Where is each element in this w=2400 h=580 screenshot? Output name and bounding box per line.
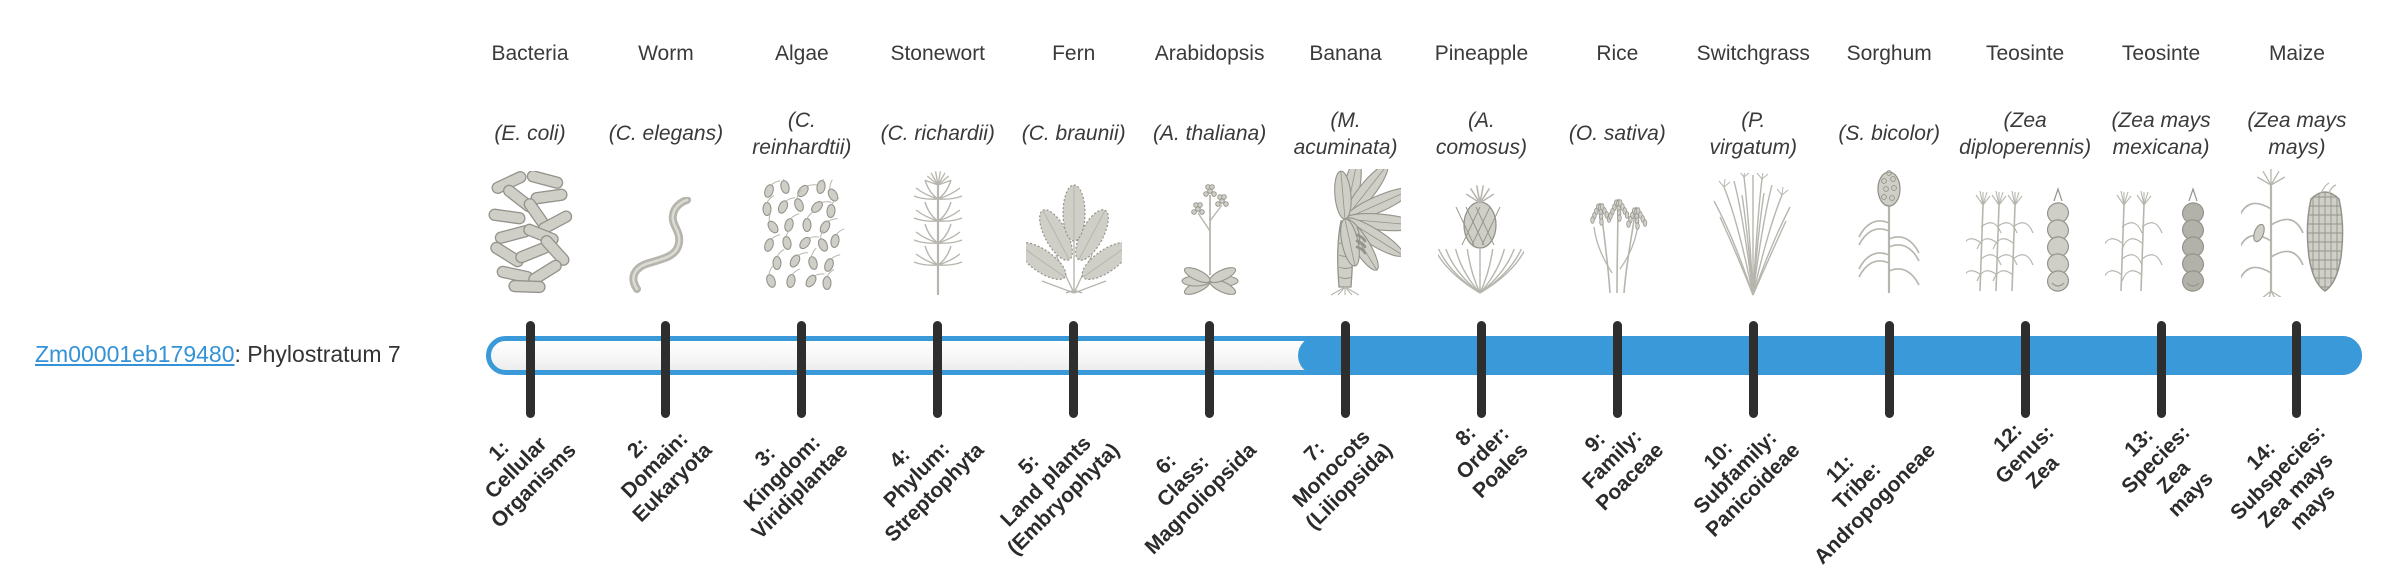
arabidopsis-icon (1168, 167, 1252, 302)
teosinte-diploperennis-icon (1960, 167, 2084, 302)
organism-illustration (1406, 160, 1556, 302)
taxon-latin-name: (P. virgatum) (1709, 108, 1798, 159)
organism-illustration (1542, 160, 1692, 302)
organism-illustration (727, 160, 877, 302)
taxon-common-name: Algae (774, 42, 829, 65)
phylostratum-label-text: 12: Genus: Zea (1988, 418, 2064, 494)
pineapple-icon (1434, 179, 1527, 302)
taxon-latin-name: (Zea mays mays) (2247, 108, 2347, 159)
taxon-latin-name: (S. bicolor) (1838, 122, 1940, 146)
taxon-common-name: Bacteria (491, 42, 569, 65)
phylostratum-tick (1341, 321, 1351, 418)
phylostratum-tick (2156, 321, 2166, 418)
taxon-latin-name: (C. richardii) (880, 122, 995, 146)
taxon-latin-name: (C. reinhardtii) (752, 108, 852, 159)
banana-icon (1291, 159, 1417, 302)
taxon-latin-name: (O. sativa) (1568, 122, 1666, 146)
organism-illustration (1271, 159, 1421, 302)
phylostratum-label-text: 2: Domain: Eukaryota (617, 427, 717, 527)
phylostratum-label-text: 3: Kingdom: Viridiplantae (739, 431, 853, 544)
phylostratum-tick (1884, 321, 1894, 418)
organism-illustration (2086, 160, 2236, 302)
taxon-common-name: Worm (638, 42, 694, 65)
phylostratum-label-text: 7: Monocots (Liliopsida) (1288, 425, 1397, 534)
taxon-latin-name: (Zea diploperennis) (1959, 108, 2092, 159)
phylostratum-tick (933, 321, 943, 418)
organism-illustration (1814, 160, 1964, 302)
rice-icon (1574, 171, 1660, 302)
worm-icon (623, 196, 709, 302)
taxon-common-name: Maize (2268, 42, 2325, 65)
taxon-latin-name: (Zea mays mexicana) (2111, 108, 2211, 159)
taxon-latin-name: (C. braunii) (1021, 122, 1126, 146)
taxon-latin-name: (A. comosus) (1435, 108, 1527, 159)
phylostratum-label-text: 8: Order: Poales (1450, 421, 1533, 503)
organism-illustration (1950, 160, 2100, 302)
taxon-common-name: Teosinte (1986, 42, 2065, 65)
organism-illustration (2222, 160, 2372, 302)
stonewort-icon (906, 165, 970, 302)
taxon-common-name: Banana (1309, 42, 1382, 65)
phylostratum-tick (1612, 321, 1622, 418)
organism-illustration (455, 160, 605, 302)
phylostratum-tick (2292, 321, 2302, 418)
maize-icon (2238, 163, 2353, 302)
taxon-common-name: Switchgrass (1696, 42, 1810, 65)
phylostrata-bar-fill (1298, 336, 2362, 375)
organism-illustration (1678, 160, 1828, 302)
phylostratum-label-text: 6: Class: Magnoliopsida (1140, 438, 1261, 559)
organism-illustration (999, 160, 1149, 302)
phylostratum-tick (1069, 321, 1079, 418)
phylostratum-tick (1748, 321, 1758, 418)
taxon-latin-name: (C. elegans) (608, 122, 724, 146)
phylostratum-tick (1205, 321, 1215, 418)
taxon-latin-name: (E. coli) (494, 122, 566, 146)
taxon-common-name: Rice (1596, 42, 1639, 65)
phylostratum-tick (1476, 321, 1486, 418)
taxon-common-name: Fern (1052, 42, 1096, 65)
bacteria-icon (487, 170, 573, 302)
gene-phylostratum-text: : Phylostratum 7 (234, 341, 401, 367)
algae-icon (759, 171, 845, 302)
gene-id-link[interactable]: Zm00001eb179480 (35, 341, 235, 367)
gene-label: Zm00001eb179480: Phylostratum 7 (35, 341, 401, 368)
taxon-common-name: Sorghum (1846, 42, 1932, 65)
taxon-latin-name: (M. acuminata) (1293, 108, 1398, 159)
organism-illustration (591, 160, 741, 302)
phylostratum-label-text: 13: Species: Zea mays (2117, 421, 2218, 522)
taxon-common-name: Teosinte (2121, 42, 2201, 65)
teosinte-mexicana-icon (2101, 167, 2217, 302)
phylostratum-label-text: 14: Subspecies: Zea mays mays (2226, 421, 2341, 535)
fern-icon (1017, 177, 1131, 302)
taxon-common-name: Arabidopsis (1154, 42, 1265, 65)
phylostratum-tick (2020, 321, 2030, 418)
phylostratum-label-text: 4: Phylum: Streptophyta (879, 437, 989, 547)
taxon-common-name: Stonewort (890, 42, 986, 65)
phylostratum-tick (525, 321, 535, 418)
phylostratum-label-text: 5: Land plants (Embryophyta) (996, 431, 1125, 560)
phylostratum-label-text: 11: Tribe: Andropogoneae (1809, 438, 1940, 569)
organism-illustration (863, 160, 1013, 302)
phylostratum-tick (797, 321, 807, 418)
phylostratum-tick (661, 321, 671, 418)
phylostratum-label-text: 9: Family: Poaceae (1578, 425, 1669, 515)
taxon-latin-name: (A. thaliana) (1152, 122, 1267, 146)
organism-illustration (1135, 160, 1285, 302)
taxon-common-name: Pineapple (1434, 42, 1529, 65)
phylostratum-label-text: 1: Cellular Organisms (481, 432, 581, 533)
switchgrass-icon (1708, 168, 1798, 302)
sorghum-icon (1849, 167, 1929, 302)
